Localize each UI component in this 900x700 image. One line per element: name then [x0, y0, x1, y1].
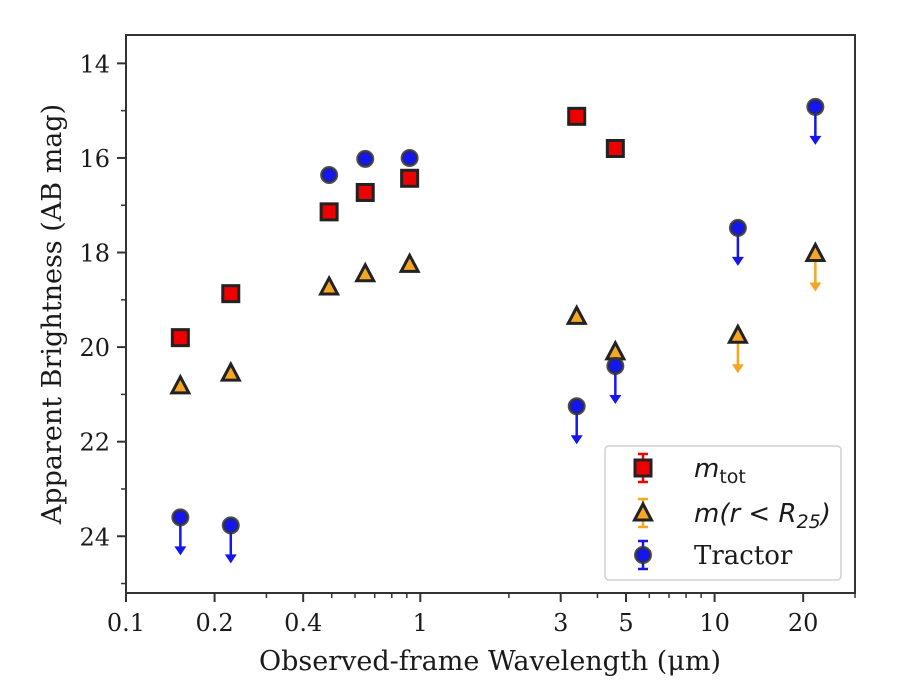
x-tick-label: 3: [553, 609, 568, 637]
y-tick-label: 22: [79, 429, 110, 457]
data-point-tractor: [171, 508, 190, 527]
series-mtot: [170, 106, 625, 348]
legend-marker-r25: [632, 500, 654, 522]
data-point-r25: [398, 252, 421, 273]
data-point-r25: [169, 373, 192, 395]
y-tick-label: 14: [79, 50, 110, 78]
data-point-tractor: [567, 397, 586, 416]
y-tick-label: 18: [79, 240, 110, 268]
data-point-mtot: [605, 138, 625, 158]
y-axis-label: Apparent Brightness (AB mag): [37, 104, 68, 525]
data-point-mtot: [221, 284, 241, 304]
x-tick-label: 0.2: [196, 609, 234, 637]
legend-marker-mtot: [633, 458, 653, 478]
data-point-r25: [726, 323, 749, 344]
data-point-mtot: [170, 328, 190, 348]
data-point-tractor: [728, 218, 747, 237]
y-tick-label: 16: [79, 145, 110, 173]
data-point-r25: [219, 360, 242, 382]
data-point-r25: [318, 274, 341, 296]
x-axis: 0.1 0.2 0.4 1 3 5 10 20: [107, 593, 856, 637]
data-point-tractor: [806, 97, 825, 116]
legend-marker-tractor: [634, 546, 652, 564]
plot-area: [169, 97, 827, 564]
legend-entry-r25: m(r < R25): [632, 497, 831, 533]
legend-box: [604, 445, 842, 581]
y-tick-label: 24: [79, 523, 110, 551]
series-tractor: [171, 97, 825, 564]
legend-entry-mtot: mtot: [633, 452, 746, 488]
data-point-tractor: [320, 165, 339, 184]
data-point-r25: [354, 261, 377, 283]
data-point-r25: [804, 241, 827, 262]
x-tick-label: 0.1: [107, 609, 145, 637]
data-point-tractor: [356, 149, 375, 168]
x-tick-label: 1: [413, 609, 428, 637]
legend-entry-tractor: Tractor: [634, 539, 793, 571]
x-axis-label: Observed-frame Wavelength (μm): [259, 646, 721, 677]
legend: mtot m(r < R25) Tractor: [604, 445, 842, 581]
data-point-mtot: [355, 182, 375, 202]
plot-frame: [125, 34, 856, 594]
x-tick-label: 10: [699, 609, 730, 637]
data-point-mtot: [400, 168, 420, 188]
data-point-tractor: [606, 357, 625, 376]
y-axis: 14 16 18 20 22 24: [79, 50, 126, 585]
x-tick-label: 5: [618, 609, 633, 637]
data-point-r25: [565, 304, 588, 325]
legend-label: m(r < R25): [694, 499, 831, 533]
y-tick-label: 20: [79, 334, 110, 362]
data-point-tractor: [400, 148, 419, 167]
data-point-mtot: [319, 202, 339, 222]
x-tick-label: 0.4: [284, 609, 322, 637]
data-point-tractor: [221, 516, 240, 535]
x-tick-label: 20: [788, 609, 819, 637]
legend-label: mtot: [694, 454, 746, 488]
legend-label: Tractor: [694, 541, 793, 571]
data-point-mtot: [567, 106, 587, 126]
